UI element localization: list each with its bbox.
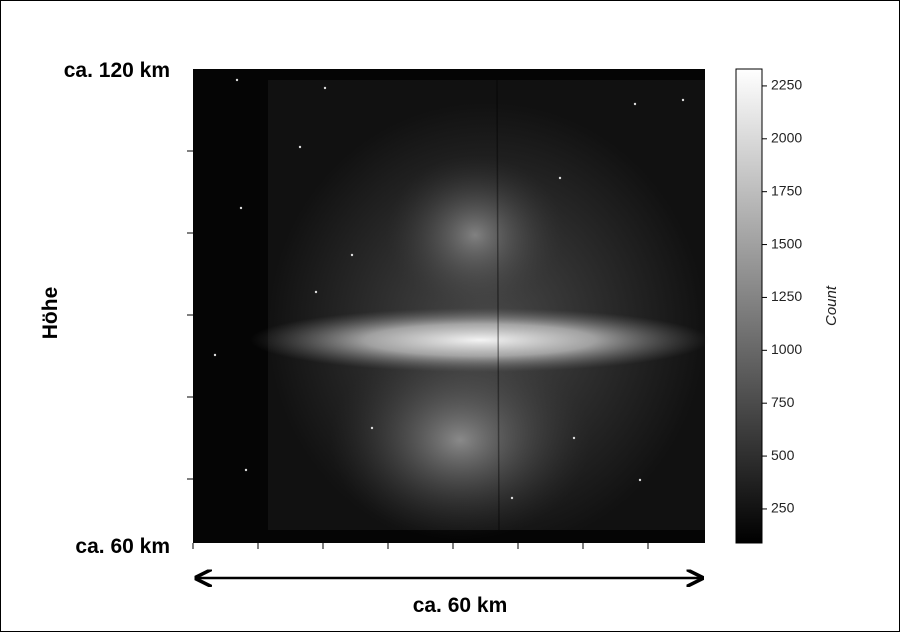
heatmap-image [193, 69, 710, 543]
colorbar-tick-label: 2250 [771, 77, 802, 93]
colorbar-tick-label: 750 [771, 394, 795, 410]
colorbar-label: Count [823, 285, 840, 326]
colorbar-tick-label: 500 [771, 447, 795, 463]
y-top-label: ca. 120 km [64, 59, 170, 82]
x-axis-label: ca. 60 km [413, 594, 508, 617]
colorbar-tick-label: 1250 [771, 288, 802, 304]
y-axis-label: Höhe [39, 287, 62, 340]
colorbar-tick-label: 1500 [771, 235, 802, 251]
y-bottom-label: ca. 60 km [75, 535, 170, 558]
colorbar-tick-label: 2000 [771, 130, 802, 146]
colorbar-tick-label: 250 [771, 500, 795, 516]
colorbar-tick-label: 1000 [771, 341, 802, 357]
axis-ticks [187, 150, 649, 549]
colorbar [735, 68, 763, 544]
colorbar-tick-label: 1750 [771, 182, 802, 198]
